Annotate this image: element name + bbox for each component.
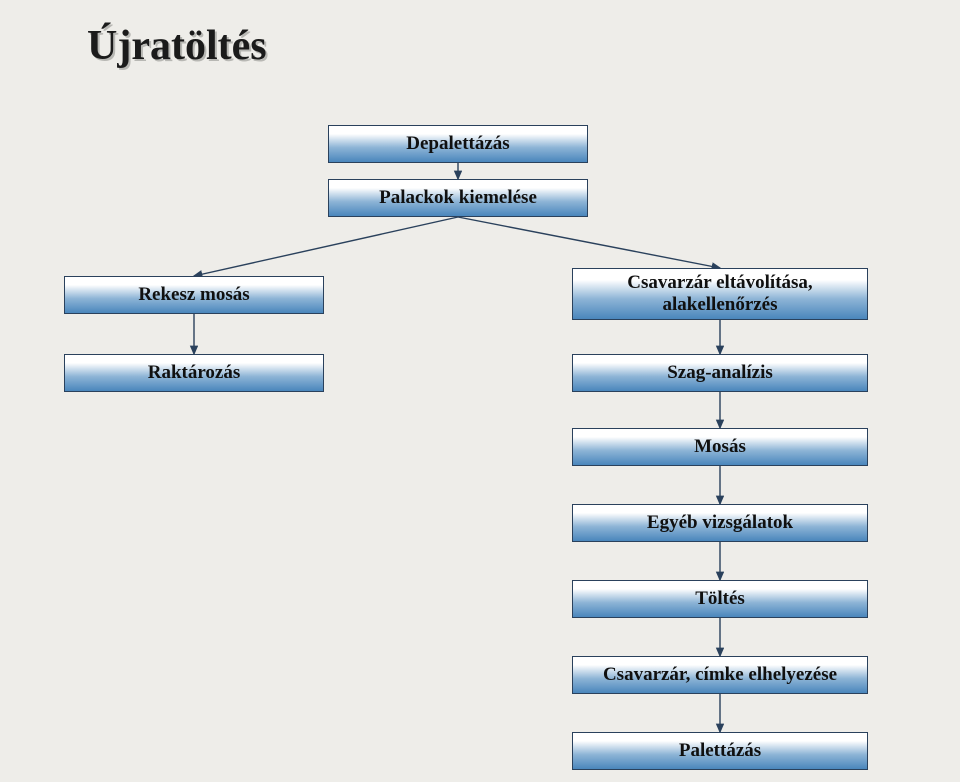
node-label: Raktározás xyxy=(148,362,241,384)
node-label: Egyéb vizsgálatok xyxy=(647,512,793,534)
node-raktarozas: Raktározás xyxy=(64,354,324,392)
node-palettazas: Palettázás xyxy=(572,732,868,770)
edge-palackok-to-rekesz xyxy=(194,217,458,276)
node-label: Töltés xyxy=(695,588,745,610)
node-label: Csavarzár eltávolítása, alakellenőrzés xyxy=(573,272,867,316)
node-depalettazas: Depalettázás xyxy=(328,125,588,163)
edge-palackok-to-csavarzar1 xyxy=(458,217,720,268)
node-label: Palackok kiemelése xyxy=(379,187,537,209)
node-csavarzar2: Csavarzár, címke elhelyezése xyxy=(572,656,868,694)
node-label: Szag-analízis xyxy=(667,362,773,384)
node-egyeb: Egyéb vizsgálatok xyxy=(572,504,868,542)
node-rekesz: Rekesz mosás xyxy=(64,276,324,314)
diagram-title-text: Újratöltés xyxy=(87,22,267,70)
node-label: Csavarzár, címke elhelyezése xyxy=(603,664,837,686)
node-szag: Szag-analízis xyxy=(572,354,868,392)
flowchart-stage: Újratöltés Újratöltés DepalettázásPalack… xyxy=(0,0,960,782)
node-palackok: Palackok kiemelése xyxy=(328,179,588,217)
node-label: Rekesz mosás xyxy=(138,284,249,306)
node-toltes: Töltés xyxy=(572,580,868,618)
node-label: Palettázás xyxy=(679,740,761,762)
node-mosas: Mosás xyxy=(572,428,868,466)
node-label: Depalettázás xyxy=(406,133,509,155)
node-label: Mosás xyxy=(694,436,746,458)
node-csavarzar1: Csavarzár eltávolítása, alakellenőrzés xyxy=(572,268,868,320)
